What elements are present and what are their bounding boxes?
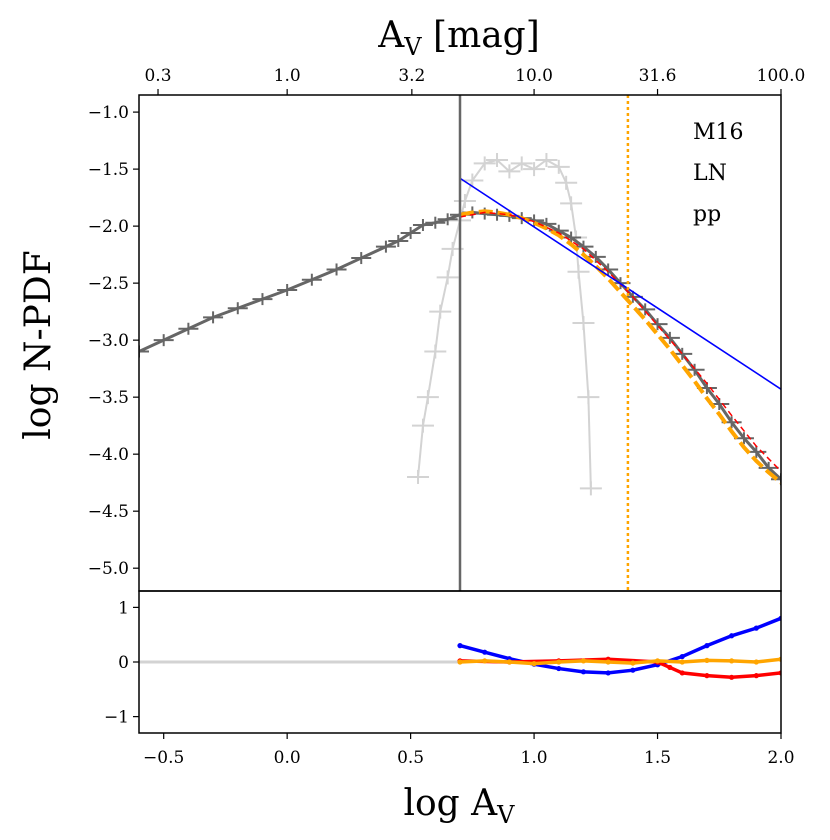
y-tick-label: −1.0 [88,103,129,123]
residual-line [458,657,781,666]
residual-point [654,658,661,664]
residual-point [753,625,759,631]
residual-point [580,669,587,675]
top-tick-label: 10.0 [515,66,553,86]
x-tick-label: 0.5 [397,748,424,768]
x-tick-label: 0.0 [274,748,301,768]
residual-line [458,616,781,675]
residual-point [667,664,673,671]
annotation-fit-pp: pp [693,202,721,227]
top-axis-title-sub: V [403,33,422,61]
res-y-tick-label: −1 [104,708,129,728]
x-axis-title: log AV [403,783,515,829]
residual-point [704,643,710,649]
residual-series-2 [457,656,781,667]
top-tick-label: 3.2 [398,66,425,86]
residual-point [506,659,512,665]
residual-point [482,649,488,655]
main-plot-area [139,95,781,591]
residual-point [704,657,710,663]
residual-point [580,658,587,664]
residual-point [457,659,463,665]
light-series-line [417,158,592,489]
x-axis-title-sub: V [496,801,515,829]
annotation-fit-ln: LN [693,161,727,186]
lognormal-fit-line [459,209,781,485]
x-tick-label: −0.5 [143,748,184,768]
x-tick-label: 2.0 [767,748,794,768]
res-y-tick-label: 0 [118,653,129,673]
residual-point [729,658,735,664]
residual-point [531,661,537,667]
residual-point [630,660,636,666]
x-tick-label: 1.0 [521,748,548,768]
residual-point [457,643,463,649]
residual-point [704,673,710,679]
residual-point [630,667,636,673]
residual-point [729,674,735,680]
residual-plot-area [139,615,781,680]
top-tick-label: 0.3 [144,66,171,86]
residual-point [729,633,735,639]
annotation-region: M16 [693,120,744,145]
y-axis-title: log N-PDF [18,250,59,439]
residual-panel: 1 0 −1 −0.5 0.0 0.5 1.0 1.5 2.0 [104,590,795,768]
residual-point [753,673,759,679]
residual-point [679,670,685,676]
res-y-tick-label: 1 [118,598,129,618]
top-axis-title-main: A [377,15,405,56]
y-tick-label: −2.5 [88,274,129,294]
y-tick-label: −4.5 [88,502,129,522]
top-axis-title: AV [mag] [377,15,540,61]
residual-point [753,659,759,665]
residual-point [556,665,562,672]
residual-point [605,659,611,665]
y-tick-label: −1.5 [88,160,129,180]
top-axis-title-unit: [mag] [422,15,540,56]
y-tick-label: −3.0 [88,331,129,351]
residual-point [556,659,562,665]
main-panel: −1.0 −1.5 −2.0 −2.5 −3.0 −3.5 −4.0 −4.5 −5.0 0.3 1… [88,66,806,592]
residual-series-0 [457,615,781,676]
x-axis-title-main: log A [403,783,498,824]
y-tick-label: −2.0 [88,217,129,237]
residual-point [679,653,685,660]
residual-point [482,658,488,664]
y-tick-label: −3.5 [88,388,129,408]
top-tick-label: 100.0 [757,66,806,86]
residual-point [679,659,685,665]
y-tick-label: −5.0 [88,559,129,579]
top-tick-label: 31.6 [639,66,677,86]
x-tick-label: 1.5 [644,748,671,768]
series-light-gray [407,152,602,496]
residual-point [605,670,611,676]
power-law-fit-line [459,177,781,390]
y-tick-label: −4.0 [88,445,129,465]
top-tick-label: 1.0 [274,66,301,86]
